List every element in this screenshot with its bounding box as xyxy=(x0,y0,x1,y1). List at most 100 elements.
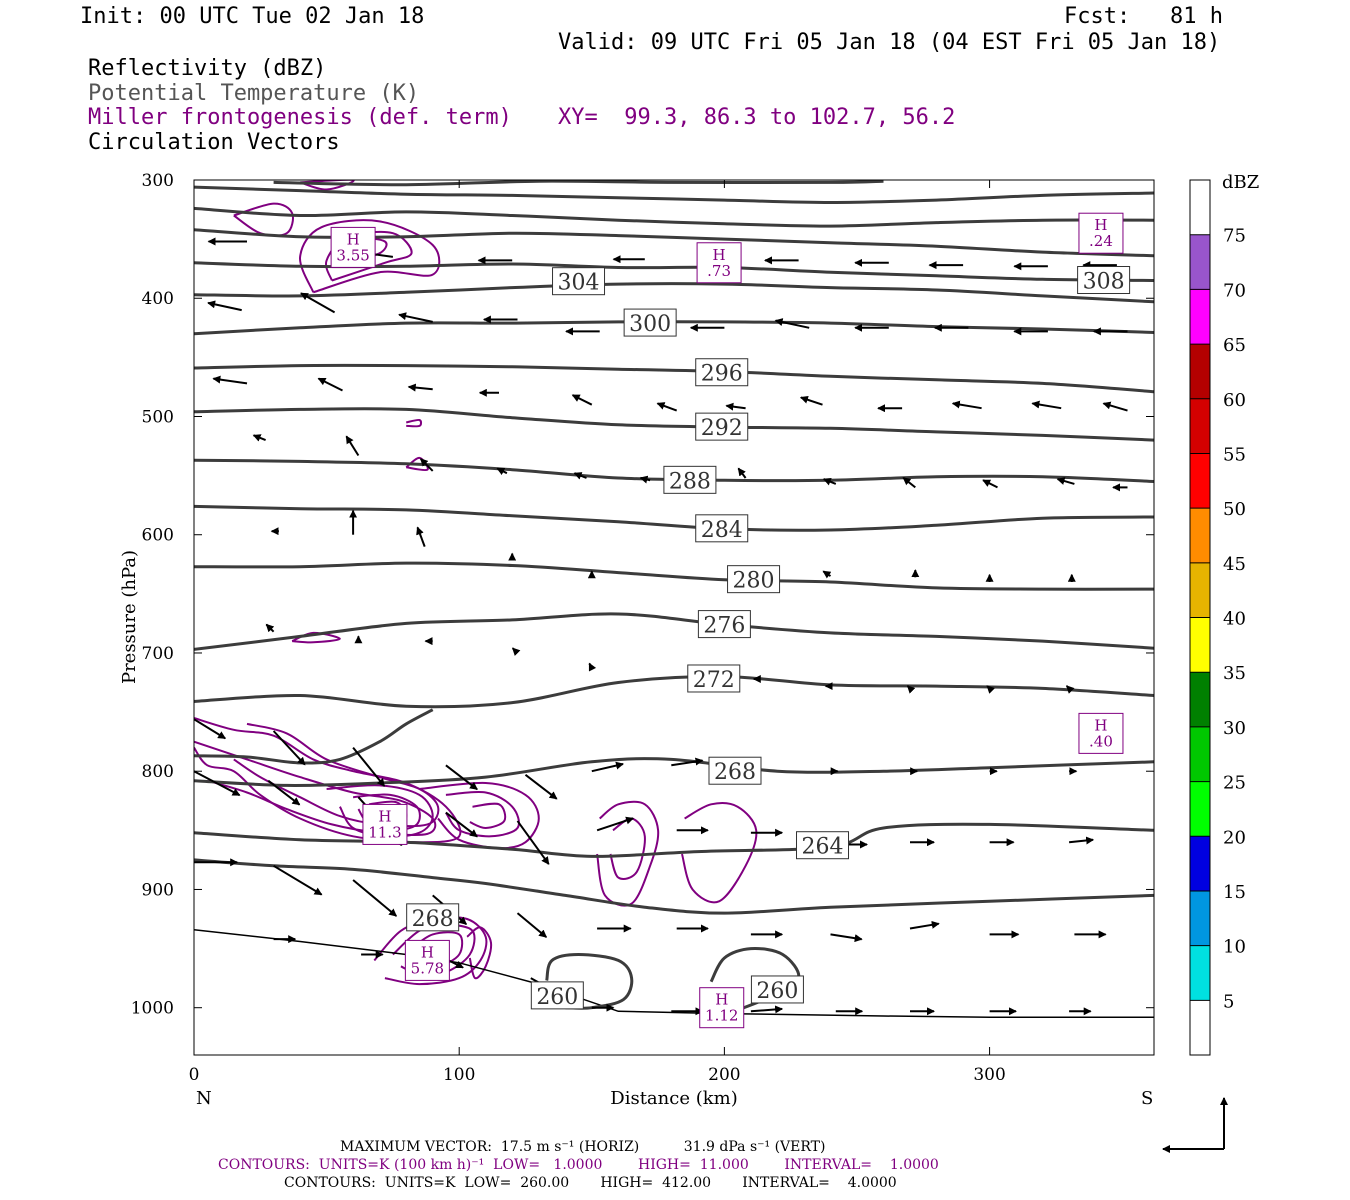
y-tick-label-300: 300 xyxy=(142,171,174,191)
theta-label-280-2: 280 xyxy=(727,565,781,594)
colorbar: 5 10 15 20 25 30 35 40 45 50 55 60 65 70 75 xyxy=(1189,179,1246,1056)
frontogenesis-max-text: H xyxy=(1094,716,1107,734)
circulation-vector-35 xyxy=(496,467,508,476)
theta-label-box xyxy=(687,664,741,693)
theta-label-box xyxy=(623,308,677,337)
x-tick-label-300: 300 xyxy=(973,1065,1005,1085)
x-tick-label-0: 0 xyxy=(189,1065,200,1085)
theta-contour-note: CONTOURS: UNITS=K LOW= 260.00 HIGH= 412.… xyxy=(284,1175,897,1191)
y-tick-label-800: 800 xyxy=(142,762,174,782)
circulation-vector-37 xyxy=(639,475,651,484)
theta-label-box xyxy=(697,610,751,639)
circulation-vector-68 xyxy=(591,761,624,773)
x-tick-label-200: 200 xyxy=(708,1065,740,1085)
frontogenesis-contour-18 xyxy=(596,800,660,907)
frontogenesis-contour-19 xyxy=(609,817,646,880)
frontogenesis-contour-1 xyxy=(325,230,413,282)
theta-contour-272-0 xyxy=(194,675,1154,709)
colorbar-label-70: 70 xyxy=(1223,280,1246,301)
colorbar-swatch-0 xyxy=(1190,1000,1210,1055)
theta-label-260-19: 260 xyxy=(750,975,804,1004)
axis-layer: 300 400 500 600 700 800 900 1000 0 100 200 300 xyxy=(131,171,1154,1085)
frontogenesis-max-3: H11.3 xyxy=(362,803,408,845)
colorbar-label-65: 65 xyxy=(1223,335,1246,356)
theta-label-284-3: 284 xyxy=(695,514,749,543)
circulation-vector-56 xyxy=(511,647,521,656)
theta-label-box xyxy=(695,412,749,441)
colorbar-label-25: 25 xyxy=(1223,773,1246,794)
frontogenesis-max-text: H xyxy=(713,246,726,264)
forecast-hour: Fcst: 81 h xyxy=(1064,4,1223,29)
colorbar-swatch-10 xyxy=(1190,453,1210,509)
circulation-vector-61 xyxy=(986,685,995,694)
frontogenesis-contour-12 xyxy=(445,790,520,838)
y-tick-label-700: 700 xyxy=(142,644,174,664)
theta-label-296-6: 296 xyxy=(695,358,749,387)
circulation-vector-38 xyxy=(737,467,747,479)
frontogenesis-max-text: H xyxy=(421,943,434,961)
field-theta: Potential Temperature (K) xyxy=(88,81,420,106)
theta-contour-296-6 xyxy=(194,363,1154,394)
theta-contour-unlabeled-16 xyxy=(194,858,1154,915)
theta-contour-304-8 xyxy=(194,282,1154,304)
frontogenesis-max-0: H3.55 xyxy=(330,226,376,268)
theta-label-box xyxy=(552,267,606,296)
frontogenesis-contour-20 xyxy=(681,802,758,904)
theta-label-text: 268 xyxy=(412,907,454,932)
circulation-vector-27 xyxy=(799,395,823,406)
circulation-vector-30 xyxy=(1031,400,1062,410)
colorbar-label-15: 15 xyxy=(1223,882,1246,903)
circulation-vector-40 xyxy=(902,477,916,489)
circulation-vector-63 xyxy=(194,718,227,740)
theta-contour-unlabeled-13 xyxy=(273,180,884,187)
circulation-vector-15 xyxy=(774,318,810,329)
colorbar-swatch-11 xyxy=(1190,398,1210,454)
circulation-vector-100 xyxy=(448,959,464,969)
colorbar-swatch-7 xyxy=(1190,617,1210,673)
y-tick-label-1000: 1000 xyxy=(131,999,174,1019)
colorbar-label-40: 40 xyxy=(1223,609,1246,630)
theta-label-300-7: 300 xyxy=(623,308,677,337)
theta-label-box xyxy=(1077,266,1131,295)
frontogenesis-max-box xyxy=(696,242,742,284)
theta-contour-unlabeled-12 xyxy=(194,185,1154,205)
colorbar-label-30: 30 xyxy=(1223,718,1246,739)
theta-label-box xyxy=(530,981,584,1010)
circulation-vector-95 xyxy=(909,920,940,930)
circulation-vector-34 xyxy=(419,458,434,472)
theta-label-text: 268 xyxy=(714,760,756,785)
frontogenesis-max-5: H1.12 xyxy=(699,987,745,1029)
colorbar-label-60: 60 xyxy=(1223,390,1246,411)
circulation-vector-39 xyxy=(822,477,837,486)
colorbar-swatch-4 xyxy=(1190,781,1210,837)
frontogenesis-max-text: .24 xyxy=(1089,232,1113,250)
colorbar-label-45: 45 xyxy=(1223,554,1246,575)
colorbar-swatch-8 xyxy=(1190,562,1210,618)
frontogenesis-contour-7 xyxy=(233,722,440,828)
frontogenesis-max-text: H xyxy=(347,230,360,248)
theta-label-text: 296 xyxy=(701,362,743,387)
theta-label-text: 284 xyxy=(701,518,743,543)
circulation-vector-57 xyxy=(588,662,597,672)
frontogenesis-max-text: .73 xyxy=(707,262,731,280)
colorbar-swatch-9 xyxy=(1190,508,1210,563)
colorbar-label-50: 50 xyxy=(1223,499,1246,520)
circulation-vector-77 xyxy=(445,811,478,838)
circulation-vector-66 xyxy=(445,764,478,791)
frontogenesis-contour-22 xyxy=(405,418,423,428)
frontogenesis-max-box xyxy=(404,939,450,981)
circulation-vector-31 xyxy=(1102,401,1128,412)
colorbar-swatch-1 xyxy=(1190,945,1210,1001)
theta-label-260-18: 260 xyxy=(530,981,584,1010)
circulation-vector-78 xyxy=(516,820,550,865)
theta-label-box xyxy=(708,756,762,785)
y-tick-label-900: 900 xyxy=(142,880,174,900)
colorbar-swatch-15 xyxy=(1190,180,1210,235)
theta-label-text: 272 xyxy=(693,668,735,693)
theta-label-box xyxy=(727,565,781,594)
circulation-vector-88 xyxy=(352,879,398,917)
circulation-vector-60 xyxy=(906,685,916,694)
theta-label-268-17: 268 xyxy=(406,903,460,932)
circulation-vector-42 xyxy=(1056,477,1075,485)
circulation-vector-26 xyxy=(725,402,746,411)
